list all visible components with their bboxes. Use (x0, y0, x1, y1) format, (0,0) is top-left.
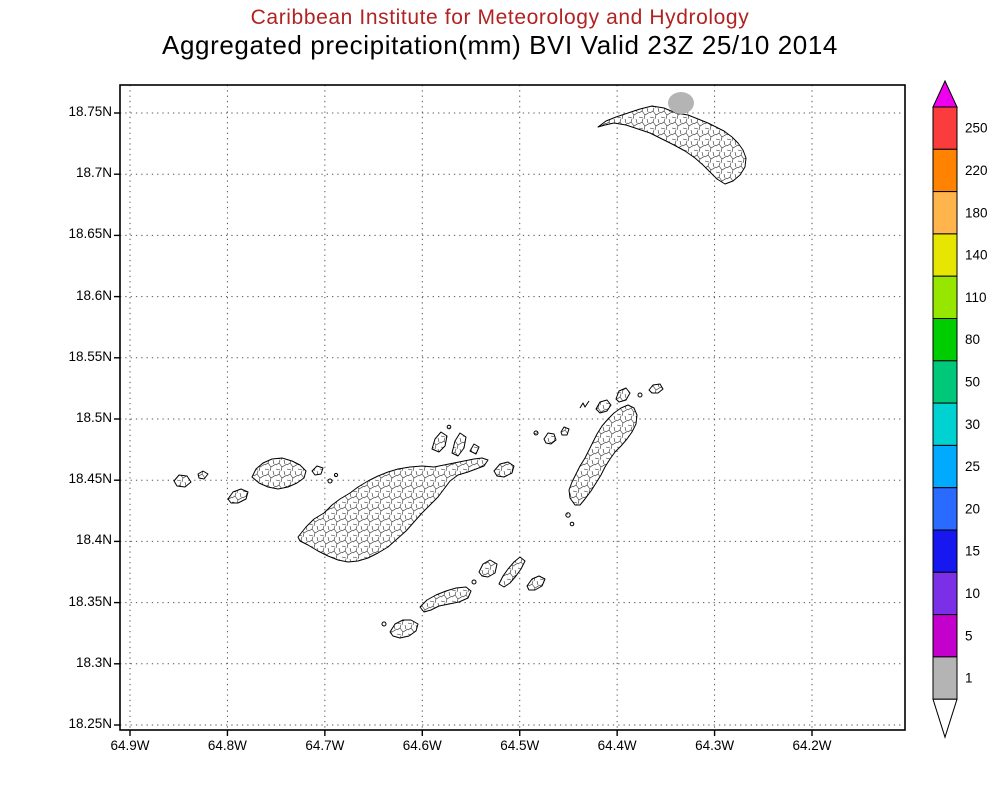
colorbar-cell-180 (932, 191, 958, 235)
island-mosquito (595, 399, 612, 414)
x-tick-label: 64.9W (110, 738, 150, 753)
y-tick-label: 18.75N (68, 104, 112, 119)
colorbar-cell-250 (932, 106, 958, 150)
colorbar-cell-80 (932, 318, 958, 362)
island-prickly-pear (615, 387, 631, 403)
axis-ticks (114, 112, 813, 736)
colorbar-tick-label: 250 (965, 121, 988, 136)
colorbar-tick-label: 20 (965, 501, 980, 516)
colorbar-tick-label: 110 (965, 290, 987, 305)
island-great-thatch (227, 488, 249, 504)
colorbar-tick-label: 5 (965, 628, 973, 643)
island-beef (493, 461, 515, 478)
colorbar-bottom-arrow (932, 698, 958, 739)
colorbar-cell-220 (932, 148, 958, 193)
colorbar-cell-110 (932, 275, 958, 319)
colorbar-tick-label: 30 (965, 417, 980, 432)
colorbar-tick-label: 140 (965, 248, 988, 263)
y-tick-label: 18.4N (75, 532, 112, 548)
island-anegada (597, 105, 747, 185)
island-virgin-gorda (568, 404, 638, 506)
colorbar-cell-30 (932, 402, 958, 446)
plot-border (119, 84, 906, 731)
colorbar-top-arrow (932, 79, 958, 108)
colorbar-cell-10 (932, 571, 958, 616)
island-west-dog (533, 430, 539, 436)
y-tick-label: 18.55N (68, 348, 112, 364)
colorbar-tick-label: 15 (965, 544, 980, 559)
colorbar-cell-140 (932, 233, 958, 277)
island-dead-chest (471, 579, 477, 585)
x-tick-label: 64.4W (597, 738, 637, 753)
x-tick-label: 64.7W (305, 738, 345, 753)
island-little-tobago (197, 470, 209, 480)
island-pelican (381, 621, 387, 627)
colorbar-cell-25 (932, 444, 958, 489)
island-cooper (498, 556, 526, 588)
island-necker (648, 383, 664, 394)
x-tick-label: 64.8W (207, 738, 247, 753)
island-tortola (297, 457, 489, 563)
x-tick-label: 64.6W (402, 738, 442, 753)
plot-title: Aggregated precipitation(mm) BVI Valid 2… (162, 30, 838, 60)
suptitle: Caribbean Institute for Meteorology and … (250, 6, 750, 29)
colorbar-cell-50 (932, 360, 958, 404)
y-tick-label: 18.3N (75, 654, 112, 670)
y-tick-label: 18.35N (68, 593, 112, 609)
colorbar-tick-label: 80 (965, 332, 980, 347)
island-little-jost-van-dyke (311, 465, 324, 476)
x-tick-label: 64.3W (695, 738, 735, 753)
colorbar-tick-label: 25 (965, 459, 980, 474)
island-jost-van-dyke (251, 457, 307, 490)
y-tick-label: 18.25N (68, 716, 112, 731)
island-scrub (469, 443, 480, 455)
y-tick-label: 18.5N (75, 410, 112, 425)
island-ginger (526, 575, 546, 591)
x-tick-label: 64.5W (500, 738, 540, 753)
islands-group (173, 105, 747, 639)
colorbar-tick-label: 50 (965, 374, 980, 389)
colorbar-tick-label: 1 (965, 671, 973, 686)
colorbar-cell-20 (932, 487, 958, 531)
island-great-dog (543, 432, 557, 445)
map-plot (114, 84, 906, 736)
island-fallen-jerusalem (565, 512, 571, 518)
island-seal-dogs (579, 400, 590, 409)
y-tick-label: 18.45N (68, 471, 112, 487)
island-norman (389, 619, 419, 639)
island-great-tobago (173, 474, 192, 488)
y-tick-label: 18.6N (75, 287, 112, 303)
y-tick-label: 18.65N (68, 226, 112, 242)
colorbar-cell-5 (932, 614, 958, 658)
grid-lines (120, 85, 905, 730)
y-tick-label: 18.7N (75, 165, 112, 181)
colorbar-tick-label: 180 (965, 205, 988, 220)
colorbar: 250 220 180 140 110 80 50 30 25 20 15 10 5 1 (932, 79, 988, 739)
colorbar-cell-1 (932, 656, 958, 700)
island-salt (478, 559, 498, 578)
island-eustatia (637, 392, 643, 398)
x-tick-label: 64.2W (792, 738, 832, 753)
colorbar-tick-label: 220 (965, 163, 988, 178)
island-sandy-cay (327, 478, 333, 484)
island-guana (431, 431, 448, 453)
island-little-camanoe (446, 424, 452, 430)
island-peter (419, 586, 472, 613)
island-george-dog (560, 426, 570, 436)
colorbar-cell-15 (932, 529, 958, 573)
island-great-camanoe (451, 432, 467, 457)
precipitation-shaded-area-1-5mm (668, 92, 694, 114)
island-round-rock (569, 521, 575, 527)
colorbar-tick-label: 10 (965, 586, 980, 601)
island-green-cay (333, 472, 339, 478)
